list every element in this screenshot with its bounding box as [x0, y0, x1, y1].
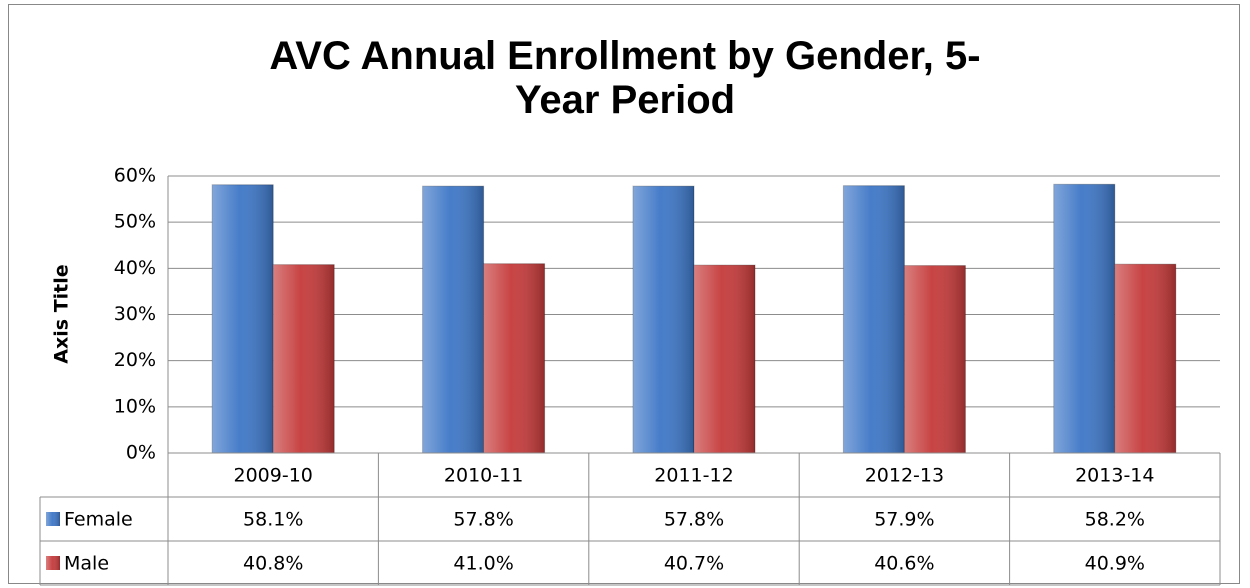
table-value: 58.2%	[1085, 509, 1145, 531]
bar-shine	[904, 265, 966, 453]
x-tick-label: 2012-13	[865, 465, 944, 487]
y-tick-label: 0%	[126, 442, 156, 464]
bar-shine	[422, 186, 484, 453]
y-tick-label: 60%	[114, 165, 156, 187]
x-tick-label: 2010-11	[444, 465, 523, 487]
legend-label: Female	[64, 509, 133, 531]
bar-shine	[483, 263, 545, 453]
legend-key-shine	[46, 512, 60, 526]
chart-frame	[8, 4, 1240, 584]
bar-shine	[694, 265, 756, 453]
bar-shine	[212, 184, 274, 453]
table-value: 40.8%	[243, 553, 303, 575]
y-tick-label: 40%	[114, 257, 156, 279]
bar-shine	[273, 264, 335, 453]
bar-shine	[632, 186, 694, 453]
chart-title: AVC Annual Enrollment by Gender, 5-Year …	[269, 34, 981, 122]
legend-label: Male	[64, 553, 109, 575]
y-tick-label: 20%	[114, 349, 156, 371]
table-value: 40.6%	[874, 553, 934, 575]
table-value: 57.9%	[874, 509, 934, 531]
table-value: 41.0%	[453, 553, 513, 575]
y-tick-label: 50%	[114, 211, 156, 233]
x-tick-label: 2009-10	[234, 465, 313, 487]
y-tick-label: 10%	[114, 395, 156, 417]
table-value: 58.1%	[243, 509, 303, 531]
bar-shine	[1114, 264, 1176, 453]
bar-shine	[843, 185, 905, 453]
legend-key-shine	[46, 556, 60, 570]
bar-shine	[1053, 184, 1115, 453]
table-value: 57.8%	[453, 509, 513, 531]
table-value: 57.8%	[664, 509, 724, 531]
y-tick-label: 30%	[114, 303, 156, 325]
x-tick-label: 2013-14	[1075, 465, 1154, 487]
table-value: 40.7%	[664, 553, 724, 575]
x-tick-label: 2011-12	[654, 465, 733, 487]
table-value: 40.9%	[1085, 553, 1145, 575]
y-axis-title: Axis Title	[51, 264, 73, 363]
